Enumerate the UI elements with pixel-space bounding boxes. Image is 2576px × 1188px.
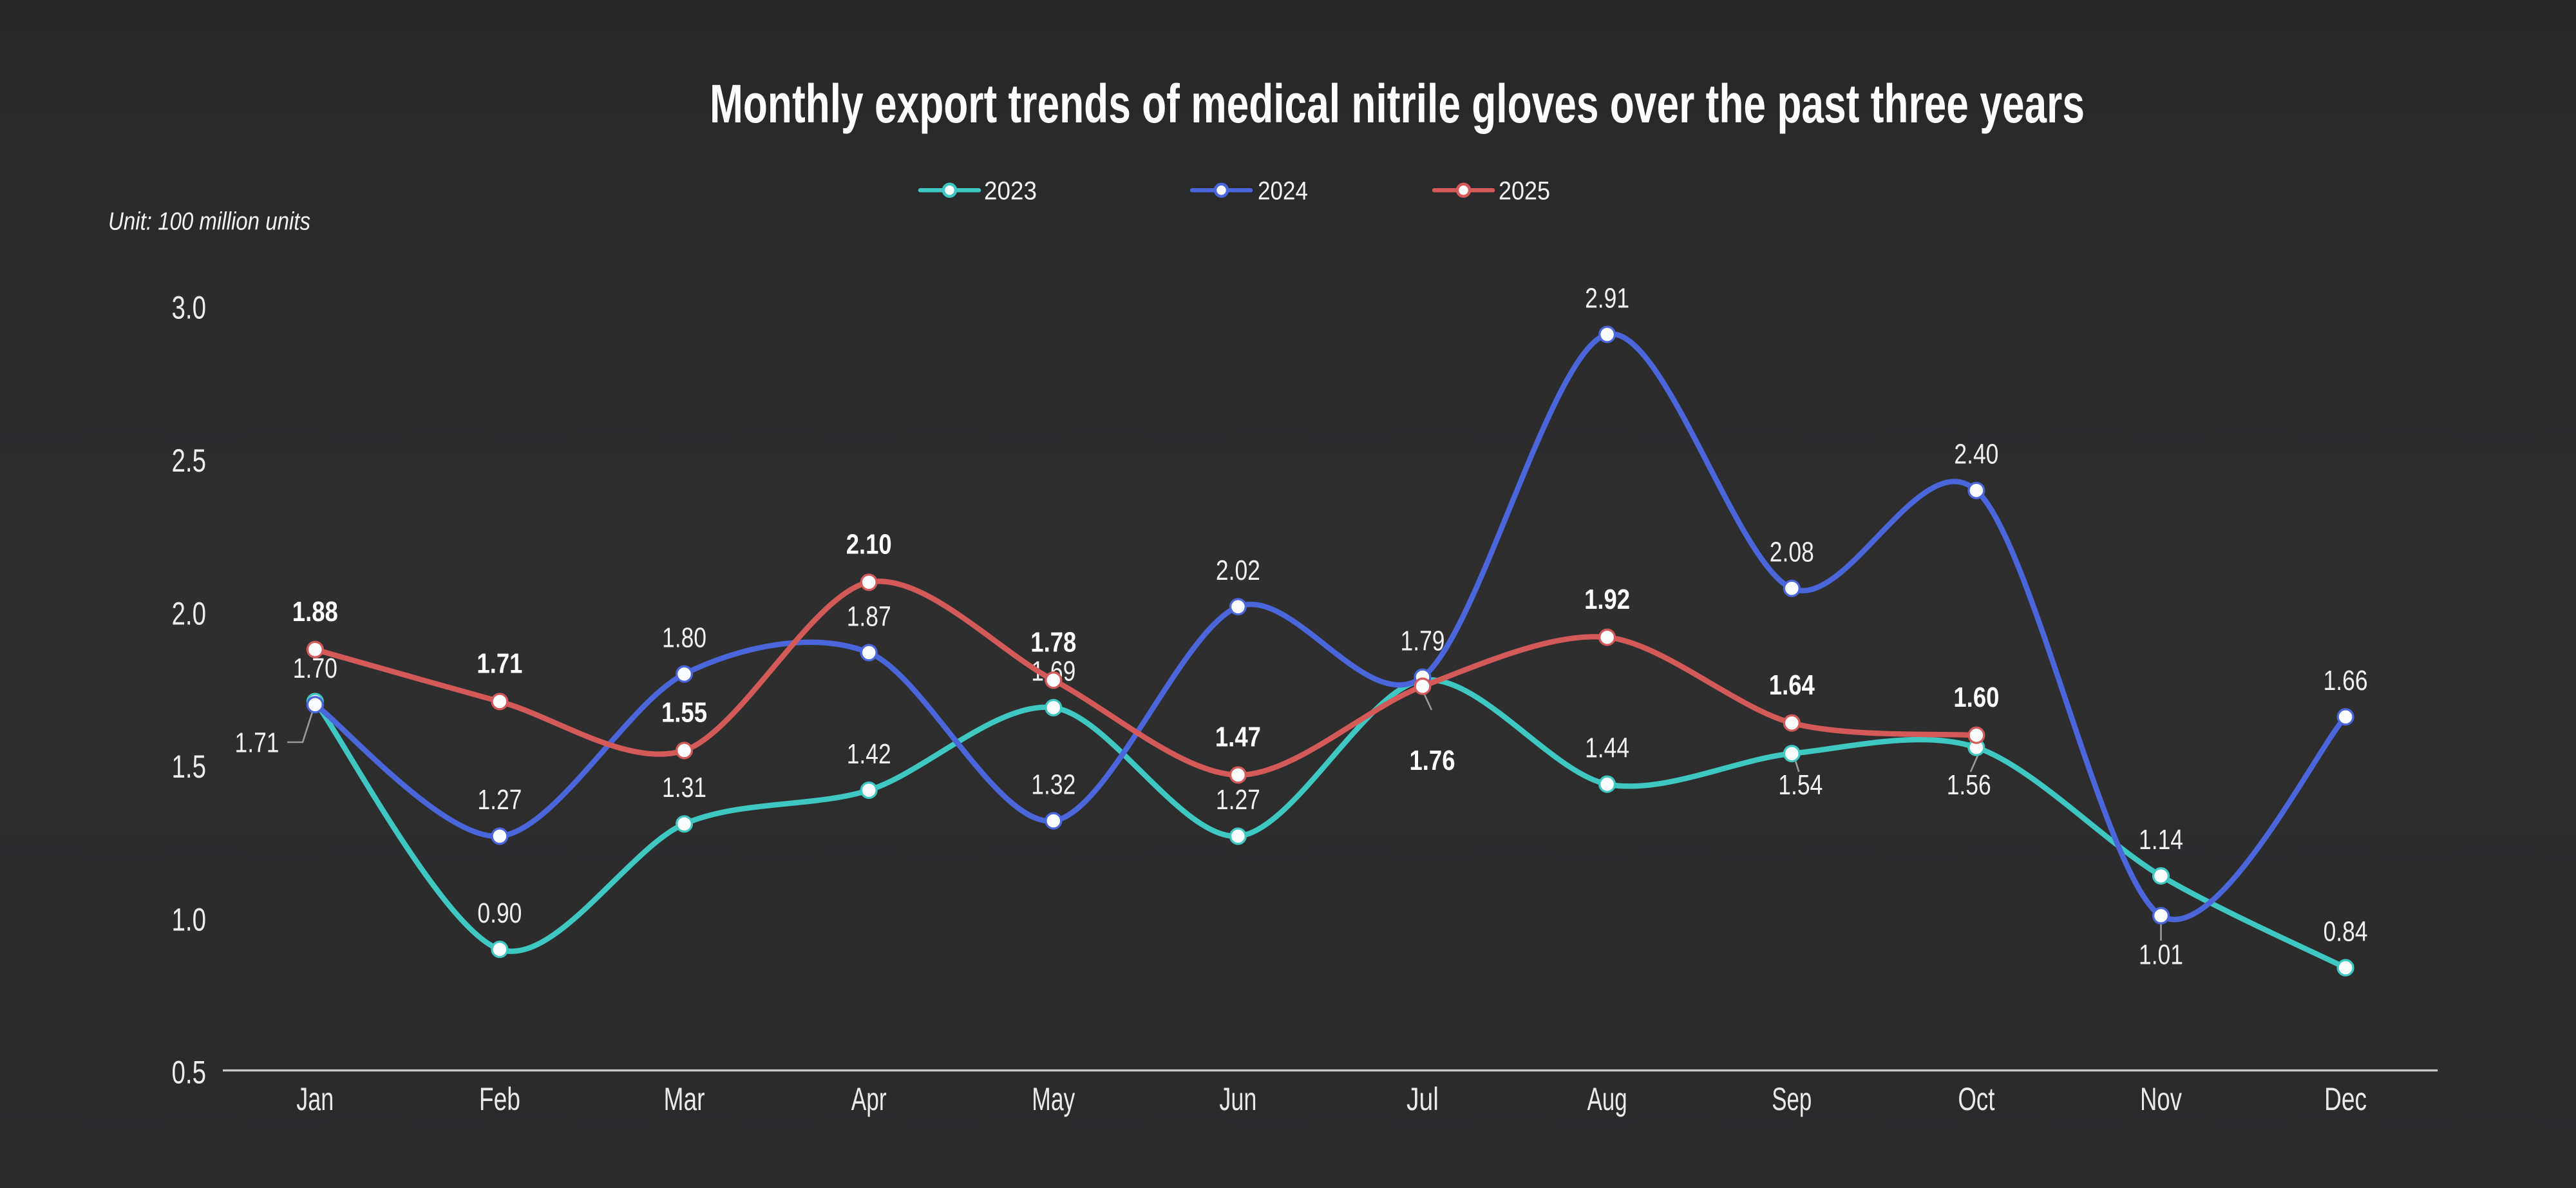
svg-text:1.92: 1.92 xyxy=(1584,584,1630,615)
svg-text:Apr: Apr xyxy=(851,1081,887,1117)
svg-text:1.44: 1.44 xyxy=(1585,733,1629,764)
svg-text:2.08: 2.08 xyxy=(1770,537,1814,568)
svg-text:1.27: 1.27 xyxy=(1216,784,1260,816)
svg-text:2.0: 2.0 xyxy=(172,595,207,631)
svg-text:0.90: 0.90 xyxy=(477,897,522,929)
svg-text:1.71: 1.71 xyxy=(477,648,522,680)
svg-text:1.76: 1.76 xyxy=(1410,745,1455,776)
svg-text:Jun: Jun xyxy=(1219,1081,1256,1117)
svg-text:2.10: 2.10 xyxy=(846,529,892,560)
svg-text:Unit: 100 million units: Unit: 100 million units xyxy=(108,208,310,236)
svg-text:1.01: 1.01 xyxy=(2139,939,2183,970)
svg-text:1.47: 1.47 xyxy=(1215,722,1261,753)
svg-text:2025: 2025 xyxy=(1499,177,1550,206)
svg-text:2.5: 2.5 xyxy=(172,443,207,479)
svg-text:1.55: 1.55 xyxy=(661,697,707,729)
svg-text:1.71: 1.71 xyxy=(235,727,279,759)
svg-text:2.91: 2.91 xyxy=(1585,282,1629,314)
svg-text:1.31: 1.31 xyxy=(662,772,706,803)
svg-text:1.14: 1.14 xyxy=(2139,824,2183,856)
svg-text:1.87: 1.87 xyxy=(847,600,891,632)
svg-text:Jul: Jul xyxy=(1406,1081,1439,1117)
svg-text:3.0: 3.0 xyxy=(172,290,207,326)
svg-text:Dec: Dec xyxy=(2324,1081,2367,1117)
svg-text:2.02: 2.02 xyxy=(1216,555,1260,586)
svg-text:May: May xyxy=(1032,1081,1075,1117)
svg-text:1.79: 1.79 xyxy=(1401,625,1445,656)
svg-text:Jan: Jan xyxy=(296,1081,334,1117)
svg-text:1.27: 1.27 xyxy=(477,784,522,816)
svg-text:Monthly export trends of medic: Monthly export trends of medical nitrile… xyxy=(710,73,2085,134)
svg-text:Aug: Aug xyxy=(1587,1081,1627,1117)
svg-text:Nov: Nov xyxy=(2140,1081,2182,1117)
svg-text:1.88: 1.88 xyxy=(292,596,338,628)
svg-text:1.42: 1.42 xyxy=(847,738,891,770)
svg-text:1.54: 1.54 xyxy=(1778,769,1823,801)
svg-text:Mar: Mar xyxy=(664,1081,705,1117)
svg-text:Feb: Feb xyxy=(479,1081,520,1117)
svg-text:1.32: 1.32 xyxy=(1031,769,1075,800)
svg-text:1.0: 1.0 xyxy=(172,901,207,937)
svg-text:0.84: 0.84 xyxy=(2324,915,2368,947)
svg-text:Sep: Sep xyxy=(1772,1081,1812,1117)
svg-text:1.80: 1.80 xyxy=(662,622,706,654)
svg-text:Oct: Oct xyxy=(1958,1081,1994,1117)
svg-text:0.5: 0.5 xyxy=(172,1055,207,1091)
svg-text:2023: 2023 xyxy=(984,177,1037,206)
svg-text:1.56: 1.56 xyxy=(1947,769,1991,801)
svg-text:2.40: 2.40 xyxy=(1954,439,1998,470)
svg-text:1.78: 1.78 xyxy=(1030,627,1076,658)
svg-text:2024: 2024 xyxy=(1258,177,1308,206)
svg-text:1.60: 1.60 xyxy=(1953,682,1999,713)
svg-text:1.5: 1.5 xyxy=(172,749,207,785)
svg-text:1.66: 1.66 xyxy=(2324,665,2368,696)
svg-text:1.64: 1.64 xyxy=(1769,669,1815,701)
